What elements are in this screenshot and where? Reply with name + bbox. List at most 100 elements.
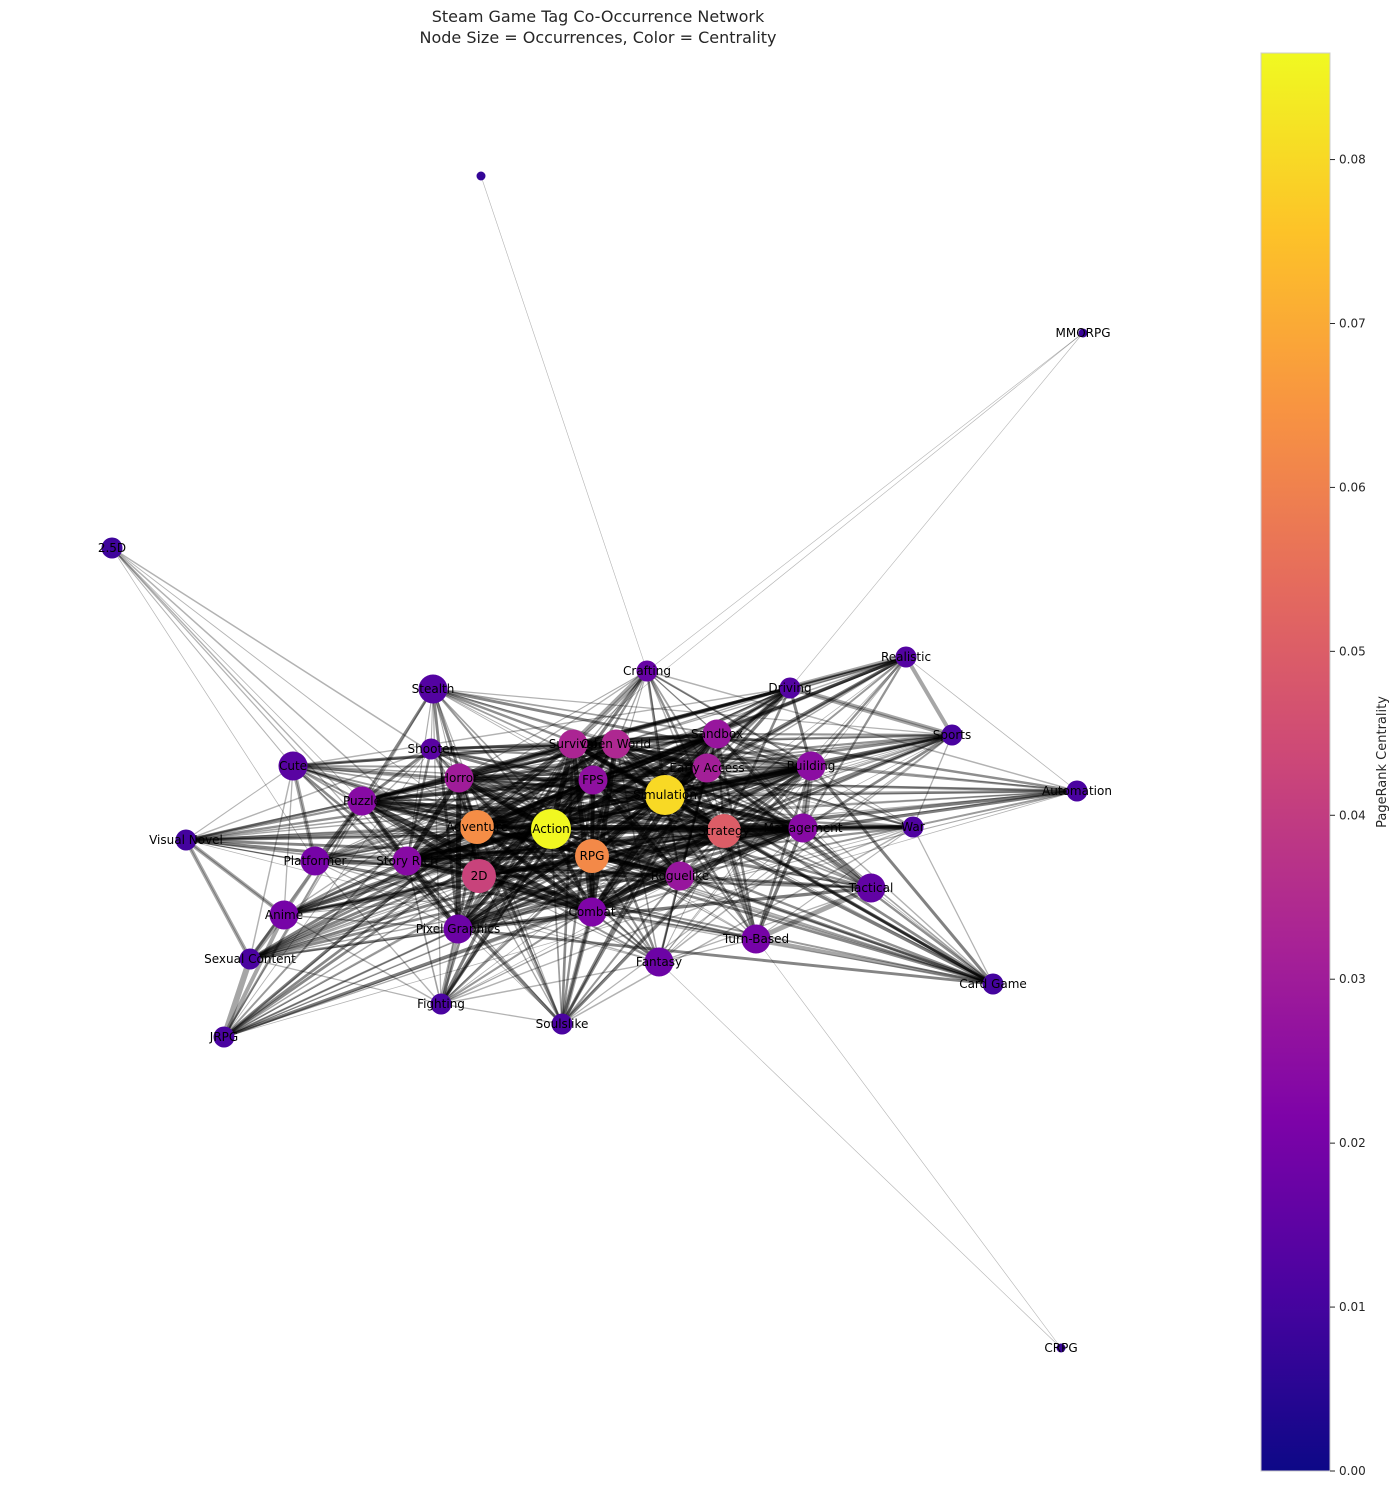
edge-building--stealth (432, 687, 812, 768)
node-untitled[interactable] (476, 171, 486, 181)
edge-cute--card-game (292, 765, 994, 985)
edge-fps--sexual-content (249, 778, 594, 961)
node-label-driving: Driving (768, 681, 811, 695)
edge-turn-based--platformer (314, 860, 757, 940)
edge-fps--driving (592, 686, 791, 782)
edge-fps--management (592, 777, 804, 831)
node-adventure[interactable] (460, 810, 494, 844)
colorbar-label: PageRank Centrality (1375, 696, 1390, 828)
node-survival[interactable] (558, 729, 588, 759)
node-tactical[interactable] (856, 873, 886, 903)
edge-puzzle--combat (360, 798, 594, 915)
node-label-visual-novel: Visual Novel (149, 833, 223, 847)
edge-fps--story-rich (406, 779, 594, 862)
node-story-rich[interactable] (392, 846, 422, 876)
node-puzzle[interactable] (347, 786, 377, 816)
node-war[interactable] (902, 816, 924, 838)
edge-sandbox--tactical (716, 733, 872, 889)
edge-fps--cute (292, 765, 594, 781)
edge-crafting--war (646, 670, 914, 828)
node-horror[interactable] (444, 763, 474, 793)
edge-anime--jrpg (222, 914, 286, 1038)
node-fantasy[interactable] (644, 947, 674, 977)
edge-roguelike--tactical (679, 874, 872, 890)
node-open-world[interactable] (601, 729, 631, 759)
node-sexual-content[interactable] (239, 948, 261, 970)
edge-building--fantasy (658, 765, 812, 963)
node-label-war: War (901, 820, 924, 834)
edge-story-rich--combat (406, 859, 593, 914)
node-visual-novel[interactable] (175, 829, 197, 851)
edge-combat--soulslike (560, 911, 594, 1025)
node-mmorpg[interactable] (1078, 328, 1088, 338)
edge-puzzle--fantasy (361, 800, 660, 963)
edge-pixel-graphics--platformer (314, 860, 459, 930)
node-building[interactable] (796, 751, 826, 781)
node-simulation[interactable] (645, 775, 685, 815)
node-2d[interactable] (462, 859, 496, 893)
node-label-strategy: Strategy (698, 824, 749, 838)
node-action[interactable] (531, 809, 571, 849)
node-management[interactable] (788, 813, 818, 843)
edge-automation--jrpg (223, 790, 1078, 1038)
colorbar-tick-label: 0.08 (1339, 153, 1366, 167)
edge-turn-based--crpg (755, 938, 1062, 1349)
node-rpg[interactable] (575, 839, 609, 873)
node-sports[interactable] (941, 724, 963, 746)
edge-sexual-content--visual-novel (185, 839, 251, 960)
node-cute[interactable] (278, 751, 308, 781)
node-strategy[interactable] (707, 814, 741, 848)
edge-shooter--visual-novel (185, 748, 432, 841)
node-sandbox[interactable] (702, 719, 732, 749)
edge-puzzle--automation (361, 790, 1078, 802)
edge-story-rich--fighting (406, 860, 442, 1005)
edge-cute--2-5d (111, 547, 294, 767)
node-fps[interactable] (578, 765, 608, 795)
node-early-access[interactable] (692, 753, 722, 783)
node-label-roguelike: Roguelike (651, 869, 709, 883)
node-shooter[interactable] (420, 738, 442, 760)
node-label-building: Building (787, 759, 836, 773)
node-jrpg[interactable] (213, 1026, 235, 1048)
node-soulslike[interactable] (551, 1013, 573, 1035)
edge-pixel-graphics--stealth (431, 688, 460, 930)
node-roguelike[interactable] (665, 861, 695, 891)
node-pixel-graphics[interactable] (443, 914, 473, 944)
node-label-cute: Cute (279, 759, 307, 773)
node-label-horror: Horror (440, 771, 478, 785)
edge-strategy--turn-based (721, 830, 759, 940)
edge-shooter--sports (430, 734, 953, 750)
node-platformer[interactable] (300, 846, 330, 876)
node-crafting[interactable] (636, 660, 658, 682)
edge-pixel-graphics--jrpg (223, 928, 459, 1038)
node-driving[interactable] (779, 677, 801, 699)
node-label-jrpg: JRPG (209, 1030, 238, 1044)
node-anime[interactable] (269, 900, 299, 930)
node-automation[interactable] (1066, 780, 1088, 802)
edge-rpg--card-game (591, 855, 994, 985)
node-fighting[interactable] (430, 993, 452, 1015)
edge-survival--card-game (572, 742, 994, 986)
edge-tactical--card-game (870, 887, 994, 985)
node-label-puzzle: Puzzle (343, 794, 381, 808)
colorbar-tick-label: 0.06 (1339, 480, 1366, 494)
edge-building--story-rich (406, 763, 812, 864)
edge-crafting--survival (570, 668, 650, 747)
edge-strategy--tactical (723, 830, 872, 889)
node-stealth[interactable] (418, 674, 448, 704)
edge-roguelike--fantasy (657, 875, 682, 963)
edge-pixel-graphics--sexual-content (249, 927, 459, 961)
edge-horror--jrpg (223, 777, 460, 1038)
edge-sandbox--building (716, 733, 812, 767)
edge-cute--sexual-content (249, 765, 294, 960)
edge-2d--building (478, 764, 812, 878)
node-turn-based[interactable] (741, 924, 771, 954)
node-combat[interactable] (577, 897, 607, 927)
node-realistic[interactable] (895, 646, 917, 668)
node-2-5d[interactable] (101, 537, 123, 559)
edge-action--cute (292, 765, 552, 830)
edge-open-world--platformer (314, 742, 617, 863)
node-label-rpg: RPG (580, 849, 605, 863)
node-card-game[interactable] (982, 973, 1004, 995)
node-crpg[interactable] (1056, 1343, 1066, 1353)
